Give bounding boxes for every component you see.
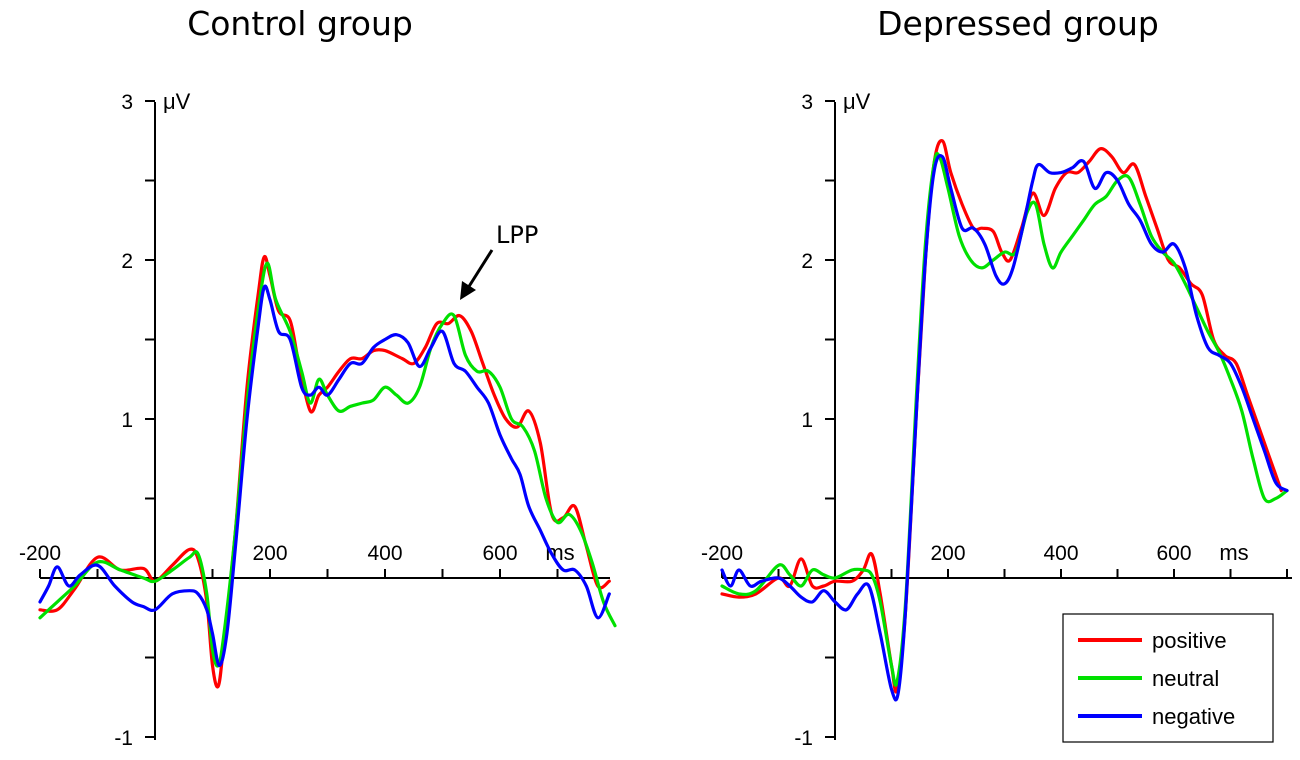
y-tick-label: 2 bbox=[801, 250, 813, 273]
lpp-arrow-head bbox=[460, 281, 476, 300]
x-unit-label: ms bbox=[1219, 540, 1248, 565]
x-tick-label: -200 bbox=[19, 542, 61, 565]
y-unit-label: μV bbox=[163, 89, 191, 114]
x-tick-label: -200 bbox=[701, 542, 743, 565]
legend-label-positive: positive bbox=[1152, 628, 1227, 653]
y-tick-label: -1 bbox=[114, 727, 133, 750]
series-line-neutral bbox=[720, 151, 1289, 687]
series-line-negative bbox=[720, 154, 1289, 702]
y-tick-label: 1 bbox=[121, 409, 133, 432]
legend-label-neutral: neutral bbox=[1152, 666, 1219, 691]
x-tick-label: 600 bbox=[482, 542, 517, 565]
series-line-positive bbox=[38, 254, 611, 689]
y-tick-label: 2 bbox=[121, 250, 133, 273]
lpp-arrow-line bbox=[466, 249, 494, 289]
chart-title-depressed: Depressed group bbox=[877, 4, 1159, 43]
x-tick-label: 200 bbox=[930, 542, 965, 565]
series-line-positive bbox=[720, 139, 1283, 694]
x-tick-label: 200 bbox=[252, 542, 287, 565]
series-line-neutral bbox=[38, 261, 617, 668]
y-tick-label: -1 bbox=[794, 727, 813, 750]
y-unit-label: μV bbox=[843, 89, 871, 114]
y-tick-label: 1 bbox=[801, 409, 813, 432]
lpp-label: LPP bbox=[496, 221, 538, 249]
series-line-negative bbox=[38, 284, 611, 668]
chart-title-control: Control group bbox=[187, 4, 413, 43]
x-tick-label: 400 bbox=[367, 542, 402, 565]
legend-label-negative: negative bbox=[1152, 704, 1235, 729]
y-tick-label: 3 bbox=[801, 91, 813, 114]
lpp-annotation: LPP bbox=[460, 221, 538, 300]
x-tick-label: 600 bbox=[1156, 542, 1191, 565]
depressed-group-plot: -200 200 400 600 ms -1 1 2 3 μV bbox=[701, 89, 1292, 750]
y-tick-label: 3 bbox=[121, 91, 133, 114]
x-tick-label: 400 bbox=[1043, 542, 1078, 565]
legend: positive neutral negative bbox=[1062, 613, 1274, 743]
